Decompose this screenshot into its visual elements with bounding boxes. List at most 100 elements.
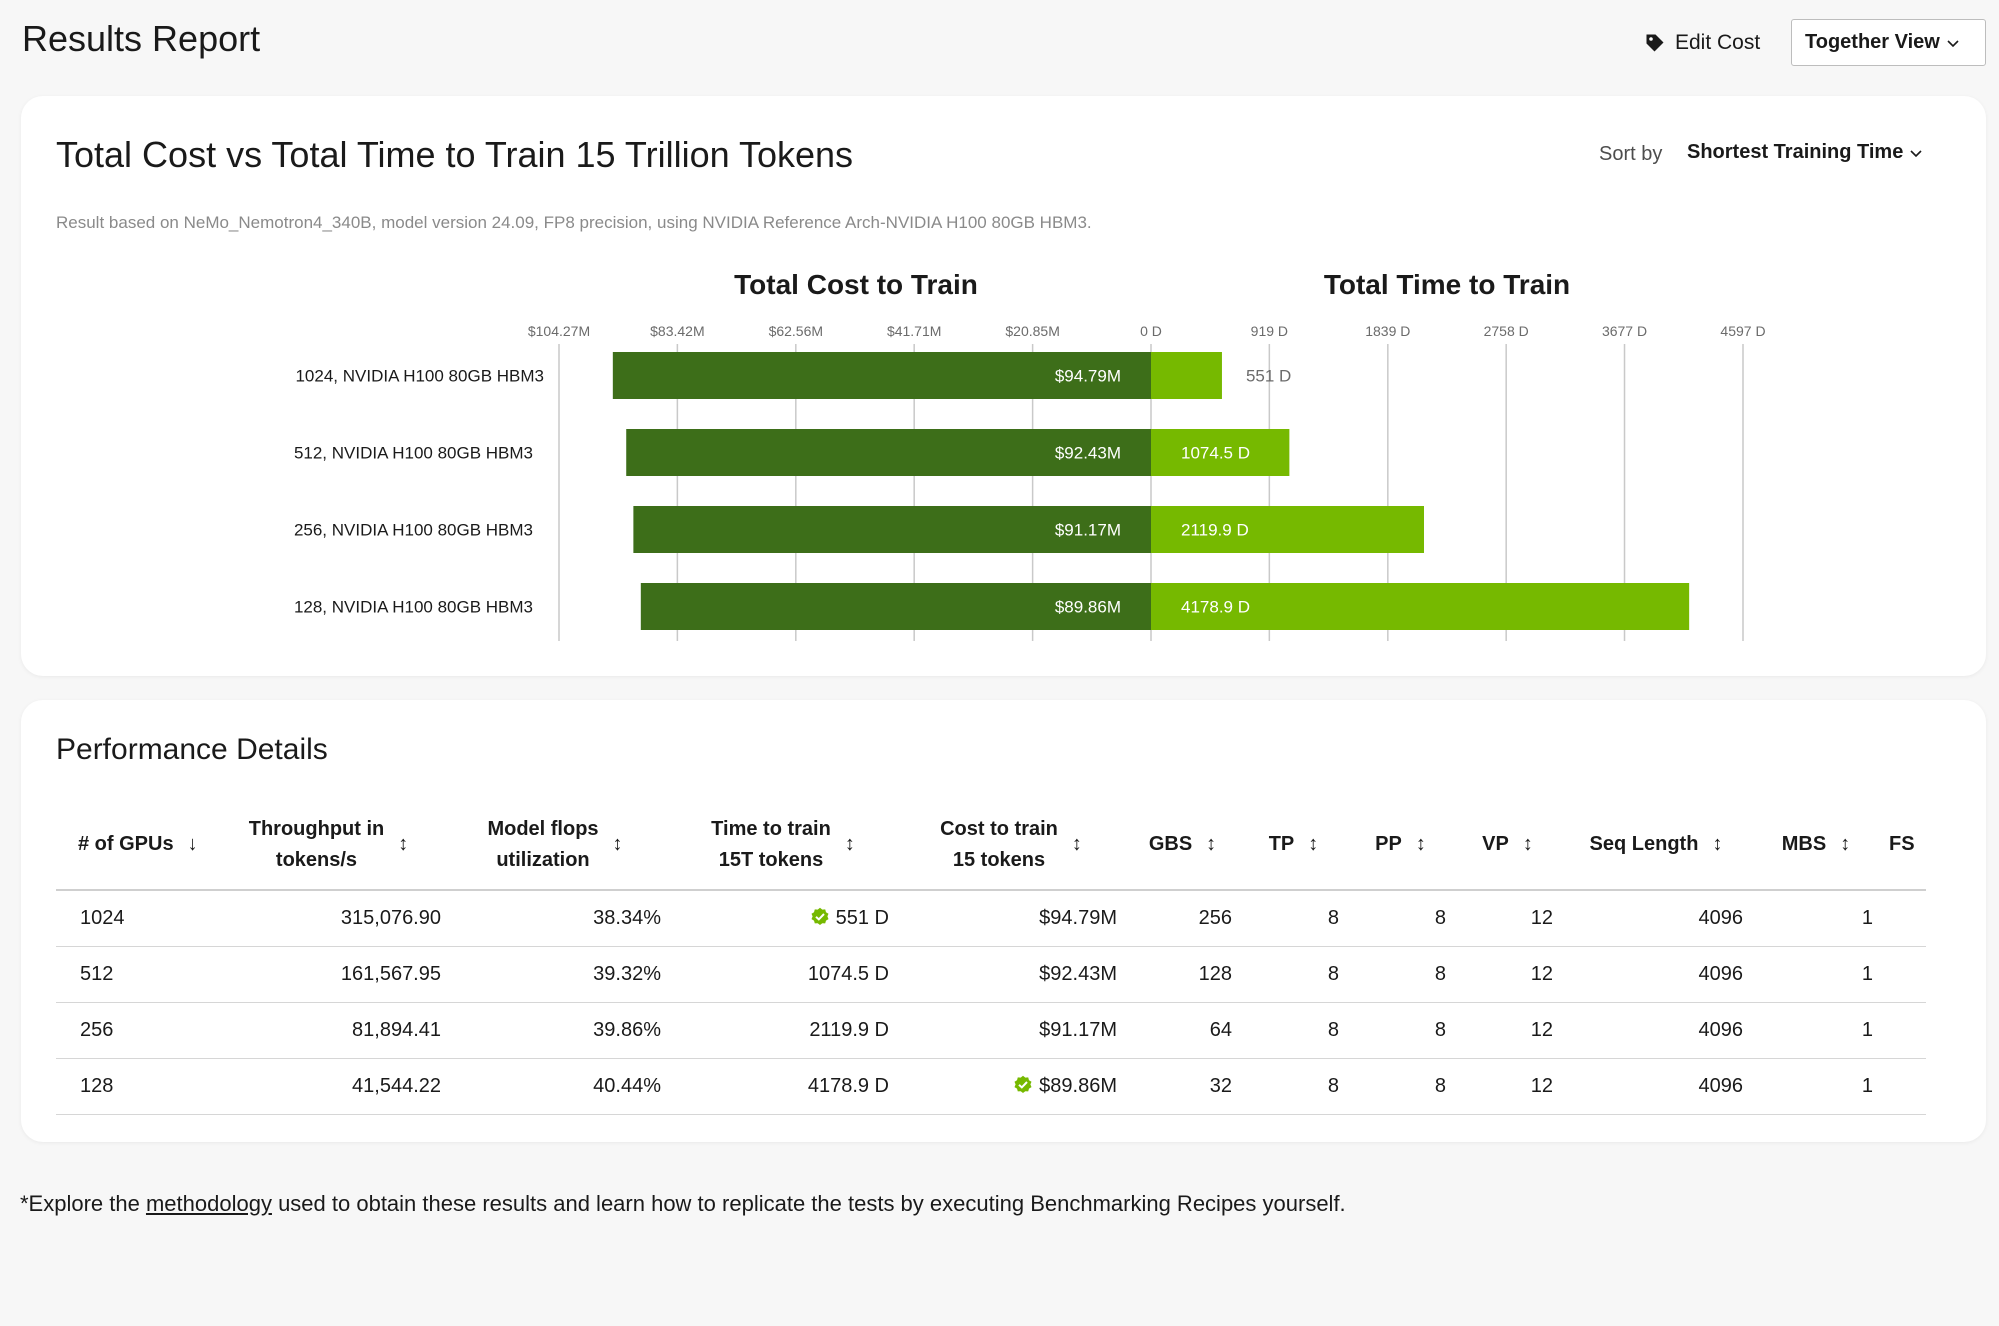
category-label: 1024, NVIDIA H100 80GB HBM3 [295,367,544,386]
table-cell: $92.43M [897,946,1125,1003]
table-row[interactable]: 1024 315,076.90 38.34% 551 D $94.79M 256 8 8 12 4… [56,890,1926,947]
cost-tick-label: $104.27M [528,323,590,339]
cell-value: 39.86% [593,1018,661,1041]
cell-value: 8 [1434,1074,1446,1097]
cell-value: 512 [80,962,114,985]
table-cell: 4096 [1561,1002,1751,1059]
column-header-label: MBS [1781,833,1827,855]
cell-value: $94.79M [1039,906,1117,929]
cost-bar [633,506,1151,553]
table-cell: 1024 [56,890,216,947]
time-tick-label: 1839 D [1365,323,1410,339]
cell-value: 4096 [1698,906,1744,929]
performance-table: # of GPUs ↓ Throughput in tokens/s ↕ Model fl… [56,800,1926,1115]
view-select-dropdown[interactable]: Together View [1791,19,1986,66]
column-header[interactable]: Throughput in tokens/s ↕ [216,800,441,891]
table-cell: 256 [56,1002,216,1059]
top-bar: Results Report Edit Cost Together View [0,0,1999,90]
cell-value: 8 [1434,906,1446,929]
column-header-content: GBS ↕ [1133,829,1232,860]
cell-value: 551 D [835,906,889,929]
table-row[interactable]: 128 41,544.22 40.44% 4178.9 D $89.86M 32 8 8 12 4… [56,1058,1926,1115]
table-cell: 8 [1240,1002,1347,1059]
table-cell: 8 [1240,890,1347,947]
table-cell: 1 [1751,1058,1881,1115]
table-row[interactable]: 256 81,894.41 39.86% 2119.9 D $91.17M 64 8 8 12 4… [56,1002,1926,1059]
table-row[interactable]: 512 161,567.95 39.32% 1074.5 D $92.43M 128 8 8 1… [56,946,1926,1003]
table-cell: 4096 [1561,890,1751,947]
sort-icon: ↕ [1712,833,1723,855]
sort-icon: ↕ [1415,833,1426,855]
column-header[interactable]: VP ↕ [1454,800,1561,891]
column-header[interactable]: MBS ↕ [1751,800,1881,891]
sort-icon: ↕ [612,833,623,855]
column-header-content: VP ↕ [1462,829,1553,860]
time-panel-title: Total Time to Train [1324,269,1570,300]
table-cell: 315,076.90 [216,890,441,947]
cell-value: 161,567.95 [340,962,441,985]
column-header-content: Model flops utilization ↕ [449,814,661,876]
cell-value: 1074.5 D [807,962,889,985]
sort-icon: ↕ [398,833,409,855]
column-header[interactable]: GBS ↕ [1125,800,1240,891]
edit-cost-label: Edit Cost [1675,31,1761,54]
edit-cost-button[interactable]: Edit Cost [1645,28,1760,58]
cell-value: 128 [80,1074,114,1097]
column-header[interactable]: Model flops utilization ↕ [441,800,669,891]
time-bar [1151,506,1424,553]
sort-by-value: Shortest Training Time [1687,141,1904,163]
chart-card-title: Total Cost vs Total Time to Train 15 Tri… [56,134,854,175]
sort-down-icon: ↓ [187,833,198,855]
table-cell: 128 [56,1058,216,1115]
cell-value: 38.34% [593,906,661,929]
table-cell: 8 [1240,946,1347,1003]
chart-subtitle: Result based on NeMo_Nemotron4_340B, mod… [56,213,1092,232]
column-header[interactable]: Seq Length ↕ [1561,800,1751,891]
chevron-down-icon [1910,149,1922,157]
cost-panel-title: Total Cost to Train [734,269,978,300]
table-cell: 4178.9 D [669,1058,897,1115]
table-cell: $91.17M [897,1002,1125,1059]
column-header[interactable]: PP ↕ [1347,800,1454,891]
footnote-suffix: used to obtain these results and learn h… [271,1191,1346,1216]
verified-check-icon [1014,1075,1032,1093]
cost-bar [626,429,1151,476]
performance-title: Performance Details [56,733,328,766]
cell-value: 4096 [1698,1018,1744,1041]
table-cell: 256 [1125,890,1240,947]
column-header[interactable]: Cost to train 15 tokens ↕ [897,800,1125,891]
sort-by-dropdown[interactable]: Shortest Training Time [1687,141,1923,164]
methodology-link[interactable]: methodology [145,1191,272,1216]
table-cell: 41,544.22 [216,1058,441,1115]
column-header[interactable]: # of GPUs ↓ [56,800,216,891]
cell-value: 315,076.90 [340,906,441,929]
sort-by-label: Sort by [1599,143,1663,165]
column-header[interactable]: FS [1881,800,1926,891]
column-header-label: Cost to train 15 tokens [940,817,1058,871]
table-cell: 12 [1454,1002,1561,1059]
column-header[interactable]: Time to train 15T tokens ↕ [669,800,897,891]
table-cell: 1 [1751,946,1881,1003]
performance-card: Performance Details # of GPUs ↓ Throughput… [21,700,1986,1142]
time-tick-label: 0 D [1140,323,1162,339]
column-header[interactable]: TP ↕ [1240,800,1347,891]
table-cell: 2119.9 D [669,1002,897,1059]
column-header-label: Time to train 15T tokens [711,817,831,871]
cost-value-label: $89.86M [1055,598,1121,617]
sort-icon: ↕ [1308,833,1319,855]
time-bar [1151,352,1222,399]
cell-value: 1024 [80,906,125,929]
table-cell: 38.34% [441,890,669,947]
verified-check-icon [811,907,829,925]
cell-value: 41,544.22 [352,1074,441,1097]
cell-value: 12 [1530,962,1553,985]
cell-value: 2119.9 D [809,1018,889,1041]
time-value-label: 1074.5 D [1181,444,1250,463]
footnote: *Explore the methodology used to obtain … [20,1191,1346,1217]
time-bar [1151,583,1690,630]
category-label: 512, NVIDIA H100 80GB HBM3 [294,444,533,463]
table-cell [1881,1002,1926,1059]
cell-value: 256 [1198,906,1232,929]
column-header-label: GBS [1148,833,1193,855]
cell-value: 39.32% [593,962,661,985]
